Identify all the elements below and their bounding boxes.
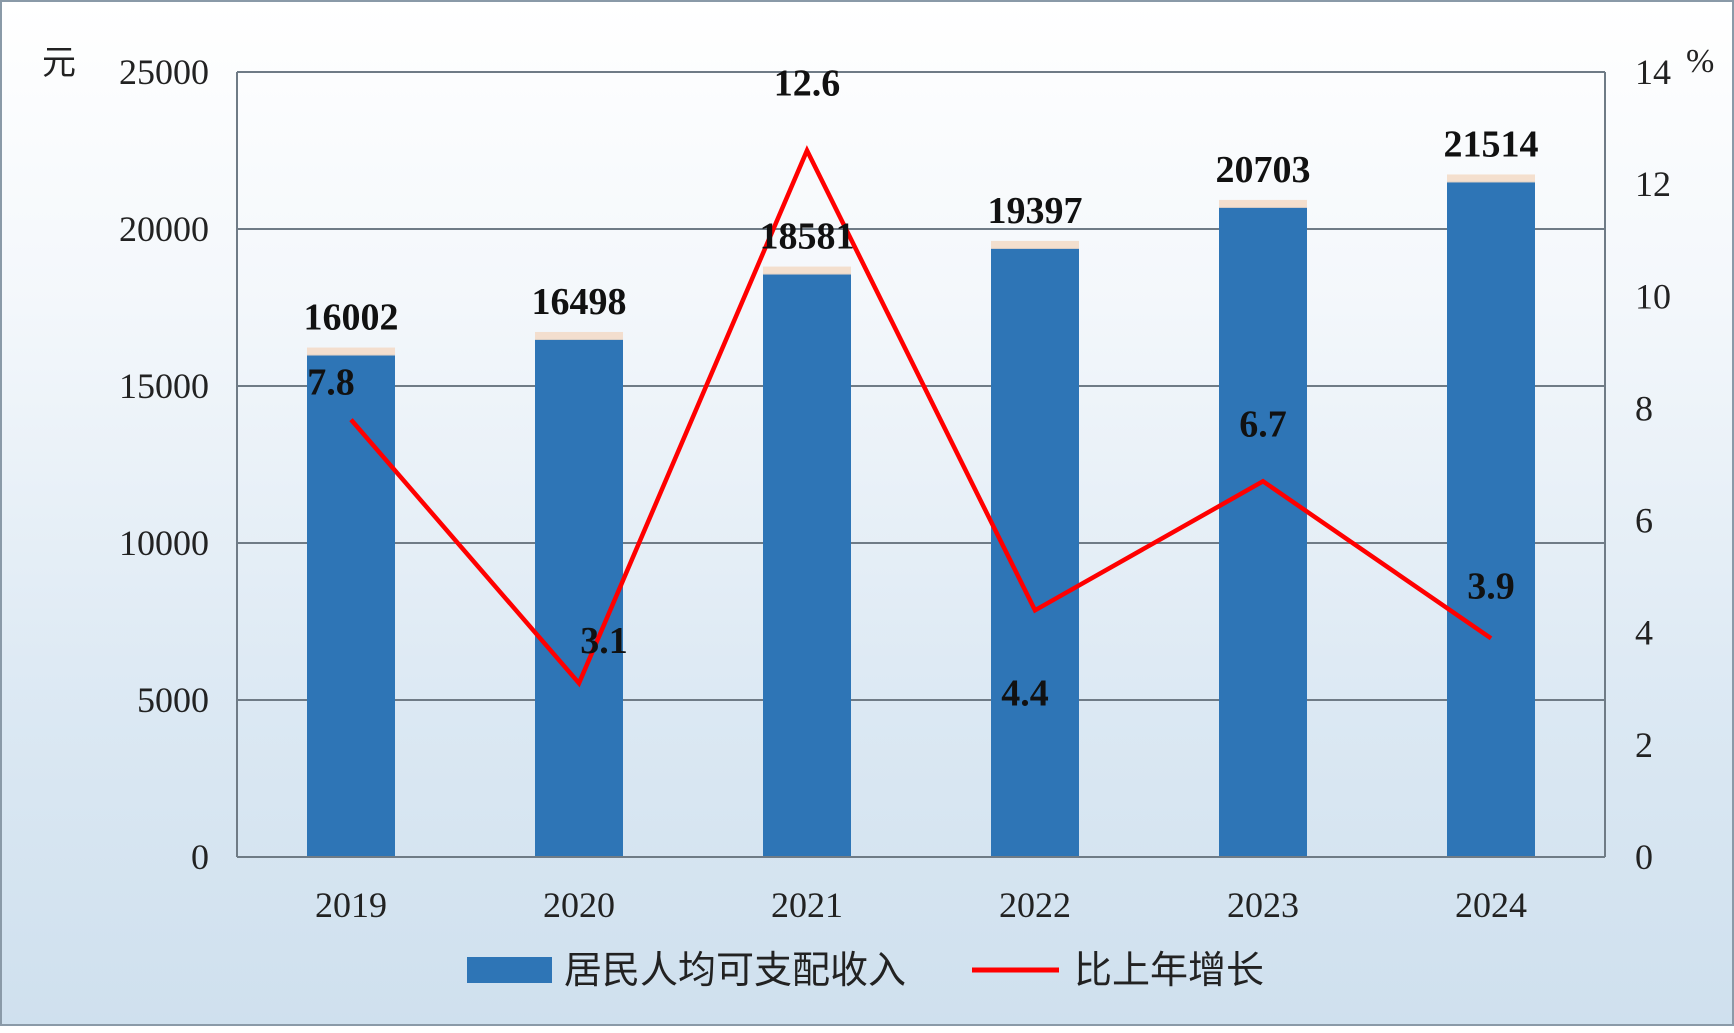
y-right-tick-label: 4 [1635, 613, 1653, 653]
legend-bar-swatch [467, 957, 552, 983]
y-right-tick-label: 2 [1635, 725, 1653, 765]
bar-2019 [307, 354, 395, 857]
y-right-tick-label: 14 [1635, 52, 1671, 92]
line-value-label: 4.4 [1001, 672, 1049, 714]
bar-value-label: 16498 [532, 281, 627, 323]
x-tick-label: 2019 [315, 885, 387, 925]
x-tick-label: 2024 [1455, 885, 1527, 925]
axis-layer: 0 5000 10000 15000 20000 25000 0 2 4 6 8 10 12 14 2019… [119, 52, 1671, 925]
y-right-tick-label: 6 [1635, 501, 1653, 541]
legend-bar-label: 居民人均可支配收入 [564, 950, 906, 992]
legend-line-label: 比上年增长 [1074, 950, 1264, 992]
bar-2024 [1447, 181, 1535, 858]
x-tick-label: 2023 [1227, 885, 1299, 925]
y-left-tick-label: 20000 [119, 209, 209, 249]
y-right-tick-label: 0 [1635, 837, 1653, 877]
bar-2021 [763, 273, 851, 857]
label-layer: 16002 16498 18581 19397 20703 21514 7.8 3.1 12.6… [304, 63, 1539, 715]
y-right-tick-label: 10 [1635, 276, 1671, 316]
x-tick-label: 2020 [543, 885, 615, 925]
bar-cap-2024 [1447, 174, 1535, 183]
y-left-tick-label: 5000 [137, 680, 209, 720]
bar-2023 [1219, 206, 1307, 858]
grid-layer [237, 71, 1605, 701]
bar-value-label: 20703 [1216, 149, 1311, 191]
y-right-tick-label: 8 [1635, 388, 1653, 428]
y-left-tick-label: 10000 [119, 523, 209, 563]
bar-cap-2021 [763, 266, 851, 275]
bar-layer [307, 174, 1535, 858]
bar-value-label: 18581 [760, 216, 855, 258]
bar-2020 [535, 338, 623, 858]
right-axis-unit: % [1686, 43, 1714, 80]
x-tick-label: 2022 [999, 885, 1071, 925]
x-tick-label: 2021 [771, 885, 843, 925]
left-axis-unit: 元 [42, 45, 76, 82]
bar-value-label: 16002 [304, 297, 399, 339]
line-value-label: 6.7 [1239, 403, 1287, 445]
line-value-label: 3.1 [580, 620, 628, 662]
legend: 居民人均可支配收入 比上年增长 [467, 950, 1264, 992]
growth-line [349, 145, 1493, 688]
bar-value-label: 21514 [1444, 123, 1539, 165]
line-value-label: 3.9 [1467, 565, 1515, 607]
y-left-tick-label: 25000 [119, 52, 209, 92]
y-left-tick-label: 0 [191, 837, 209, 877]
line-value-label: 12.6 [774, 63, 841, 105]
bar-cap-2023 [1219, 199, 1307, 208]
bar-cap-2020 [535, 331, 623, 340]
y-left-tick-label: 15000 [119, 366, 209, 406]
line-value-label: 7.8 [307, 362, 355, 404]
bar-cap-2022 [991, 240, 1079, 249]
bar-cap-2019 [307, 347, 395, 356]
bar-value-label: 19397 [988, 190, 1083, 232]
line-layer [349, 145, 1493, 688]
y-right-tick-label: 12 [1635, 164, 1671, 204]
